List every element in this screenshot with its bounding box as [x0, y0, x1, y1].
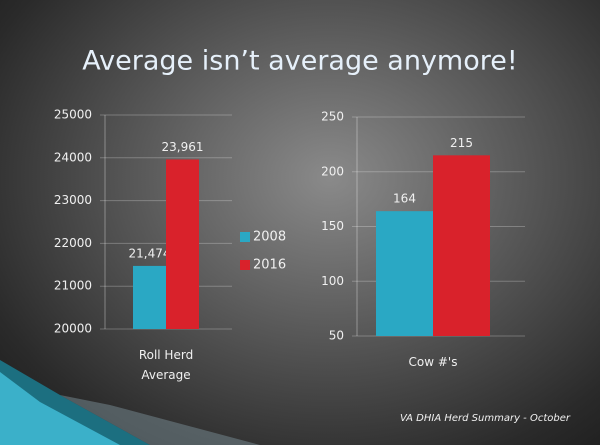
y-tick-label: 21000 [54, 279, 92, 293]
x-tick-label: Cow #'s [408, 355, 458, 369]
x-tick-label: Roll Herd Average [138, 348, 194, 382]
y-tick-label: 25000 [54, 108, 92, 122]
data-label: 21,474 [129, 246, 171, 260]
bar [133, 265, 166, 329]
y-tick-label: 200 [321, 164, 344, 178]
data-label: 215 [450, 136, 473, 150]
legend-label: 2008 [253, 230, 286, 245]
y-tick-label: 23000 [54, 193, 92, 207]
slide-title: Average isn’t average anymore! [82, 46, 517, 77]
data-label: 164 [393, 192, 416, 206]
y-tick-label: 100 [321, 274, 344, 288]
bar [433, 155, 490, 336]
data-label: 23,961 [162, 140, 204, 154]
y-tick-label: 150 [321, 219, 344, 233]
legend-swatch [240, 260, 250, 270]
footer: VA DHIA Herd Summary - October [400, 413, 571, 424]
y-tick-label: 22000 [54, 236, 92, 250]
y-tick-label: 250 [321, 110, 344, 124]
legend-swatch [240, 232, 250, 242]
swoosh [60, 395, 260, 445]
legend-label: 2016 [253, 258, 286, 273]
y-tick-label: 24000 [54, 150, 92, 164]
y-tick-label: 20000 [54, 322, 92, 336]
y-tick-label: 50 [329, 329, 344, 343]
bar [166, 159, 199, 329]
swoosh [0, 372, 120, 445]
bar [376, 211, 433, 336]
